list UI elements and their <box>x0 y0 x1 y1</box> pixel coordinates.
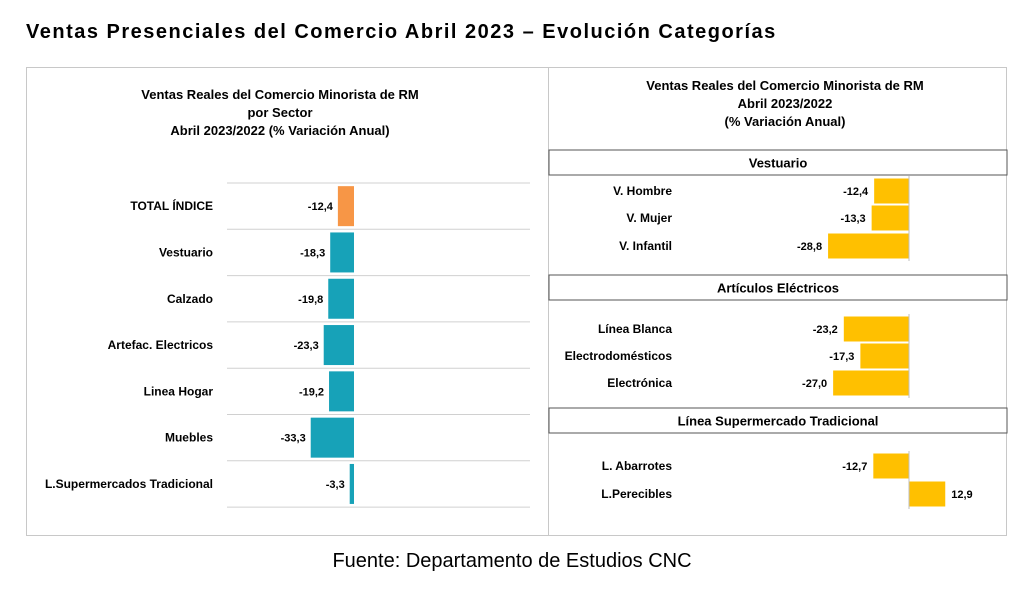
data-label: -13,3 <box>841 213 866 225</box>
group-header-label: Artículos Eléctricos <box>717 281 839 296</box>
data-label: -23,2 <box>813 324 838 336</box>
bar <box>871 205 909 231</box>
category-label: Muebles <box>165 431 213 445</box>
data-label: 12,9 <box>951 489 972 501</box>
group-header-label: Línea Supermercado Tradicional <box>678 414 879 429</box>
category-label: V. Mujer <box>626 211 672 225</box>
left-chart-title: Ventas Reales del Comercio Minorista de … <box>100 86 460 140</box>
category-label: L.Supermercados Tradicional <box>45 477 213 491</box>
chart-panel-frame <box>26 67 1007 536</box>
data-label: -12,4 <box>308 201 334 213</box>
data-label: -19,8 <box>298 294 323 306</box>
right-chart-title-line-2: Abril 2023/2022 <box>737 96 833 111</box>
bar <box>329 371 354 412</box>
bar <box>833 370 909 396</box>
group-header-box <box>548 274 1008 301</box>
data-label: -23,3 <box>294 340 319 352</box>
category-label: V. Hombre <box>613 184 672 198</box>
data-label: -3,3 <box>326 479 345 491</box>
bar <box>310 417 354 458</box>
page-title: Ventas Presenciales del Comercio Abril 2… <box>26 21 777 43</box>
bar <box>337 186 354 227</box>
source-footer: Fuente: Departamento de Estudios CNC <box>332 550 692 572</box>
category-label: Artefac. Electricos <box>108 338 214 352</box>
data-label: -12,4 <box>843 186 869 198</box>
bar <box>843 316 909 342</box>
category-label: L.Perecibles <box>601 487 672 501</box>
category-label: Calzado <box>167 292 213 306</box>
group-header-box <box>548 149 1008 176</box>
bar <box>330 232 354 273</box>
bar <box>873 453 909 479</box>
left-chart-title-line-1: Ventas Reales del Comercio Minorista de … <box>141 87 419 102</box>
category-label: Electrónica <box>607 376 672 390</box>
category-label: V. Infantil <box>619 239 672 253</box>
data-label: -28,8 <box>797 241 822 253</box>
category-label: Electrodomésticos <box>565 349 673 363</box>
bar <box>328 278 354 319</box>
category-label: L. Abarrotes <box>602 459 673 473</box>
right-chart-title-line-1: Ventas Reales del Comercio Minorista de … <box>646 78 924 93</box>
bar <box>909 481 946 507</box>
group-header-label: Vestuario <box>749 156 808 171</box>
right-chart-title-line-3: (% Variación Anual) <box>724 114 846 129</box>
right-chart-title: Ventas Reales del Comercio Minorista de … <box>600 77 970 131</box>
group-header-box <box>548 407 1008 434</box>
category-label: Línea Blanca <box>598 322 672 336</box>
data-label: -33,3 <box>281 433 306 445</box>
data-label: -17,3 <box>829 351 854 363</box>
panel-divider <box>548 67 549 536</box>
bar <box>874 178 909 204</box>
left-chart-title-line-3: Abril 2023/2022 (% Variación Anual) <box>170 123 390 138</box>
category-label: TOTAL ÍNDICE <box>130 198 213 213</box>
category-label: Vestuario <box>159 245 213 259</box>
data-label: -12,7 <box>842 461 867 473</box>
bar <box>828 233 909 259</box>
bar <box>349 463 354 504</box>
left-chart-title-line-2: por Sector <box>247 105 313 120</box>
data-label: -19,2 <box>299 386 324 398</box>
bar <box>860 343 909 369</box>
bar <box>323 325 354 366</box>
data-label: -18,3 <box>300 247 325 259</box>
data-label: -27,0 <box>802 378 827 390</box>
category-label: Linea Hogar <box>144 384 214 398</box>
